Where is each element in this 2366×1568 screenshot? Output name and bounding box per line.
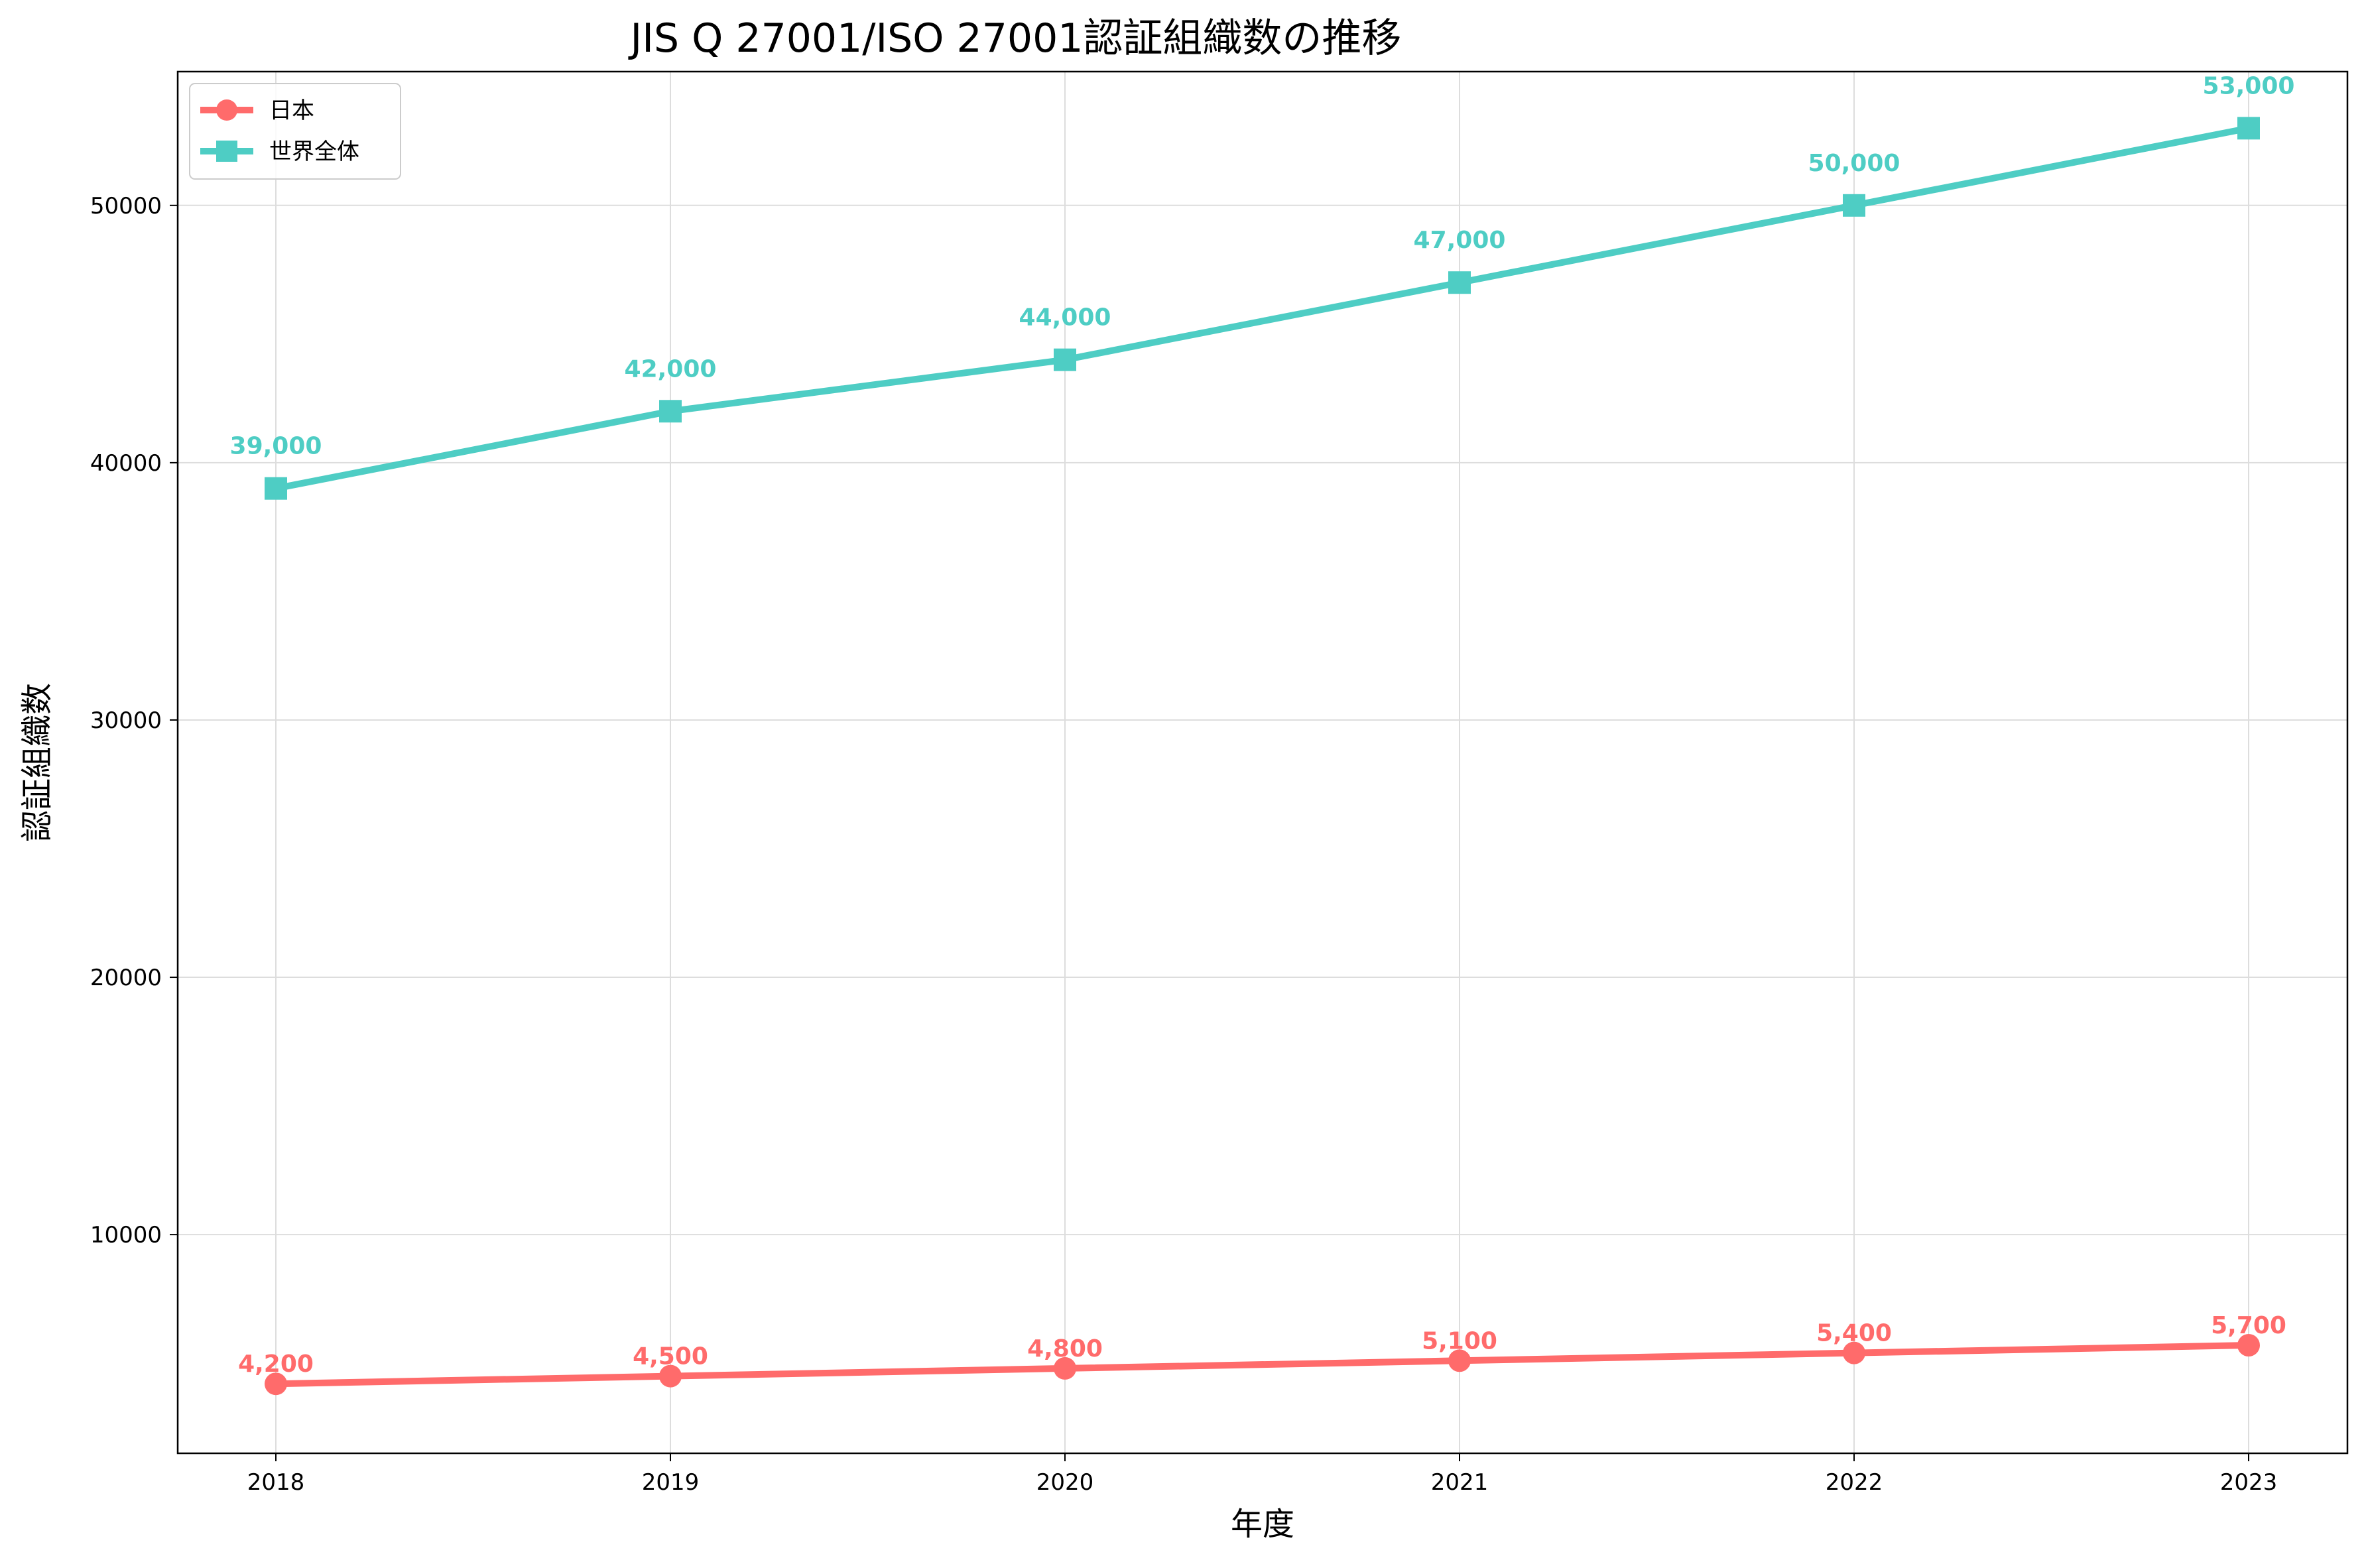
data-label: 44,000 (1019, 304, 1111, 332)
axis-ticks: 2018 2019 2020 2021 2022 2023 10000 20000 30000 4… (90, 193, 2277, 1496)
y-axis-label: 認証組織数 (19, 683, 56, 842)
x-axis-label: 年度 (1231, 1506, 1294, 1543)
data-point (1843, 1341, 1865, 1364)
y-tick-label: 10000 (90, 1222, 162, 1248)
x-tick-label: 2021 (1431, 1469, 1489, 1496)
data-label: 42,000 (625, 355, 717, 383)
data-point (659, 1364, 682, 1388)
data-point (1448, 271, 1471, 294)
legend-marker (216, 141, 237, 162)
series-line-1 (275, 125, 2249, 492)
data-label: 50,000 (1808, 150, 1900, 177)
data-point (659, 400, 682, 423)
legend-label: 世界全体 (269, 139, 359, 165)
grid (178, 72, 2347, 1453)
data-point (265, 1372, 287, 1396)
series-line-0 (275, 1342, 2249, 1388)
legend-label: 日本 (269, 97, 314, 124)
data-label: 4,200 (238, 1351, 314, 1378)
data-label: 4,500 (633, 1343, 708, 1370)
x-tick-label: 2023 (2220, 1469, 2278, 1496)
data-label: 5,700 (2211, 1312, 2286, 1339)
data-point (1843, 194, 1865, 217)
data-label: 47,000 (1414, 227, 1506, 254)
data-point (1054, 348, 1076, 371)
data-point (1448, 1349, 1471, 1372)
y-tick-label: 50000 (90, 193, 162, 219)
data-label: 53,000 (2203, 72, 2295, 99)
chart-title: JIS Q 27001/ISO 27001認証組織数の推移 (628, 15, 1402, 62)
data-point (2237, 117, 2260, 140)
y-tick-label: 20000 (90, 965, 162, 991)
legend-marker (216, 99, 237, 121)
x-tick-label: 2019 (642, 1469, 700, 1496)
plot-frame (176, 70, 2349, 1455)
data-label: 39,000 (230, 433, 322, 460)
y-tick-label: 30000 (90, 707, 162, 734)
data-label: 5,400 (1816, 1320, 1892, 1347)
data-label: 5,100 (1422, 1327, 1497, 1355)
data-label: 4,800 (1027, 1335, 1103, 1362)
x-tick-label: 2018 (247, 1469, 305, 1496)
data-point (1054, 1357, 1076, 1380)
data-point (265, 477, 287, 500)
x-tick-label: 2022 (1826, 1469, 1883, 1496)
y-tick-label: 40000 (90, 450, 162, 477)
data-point (2237, 1334, 2260, 1357)
series-group: 4,200 4,500 4,800 5,100 5,400 5,700 39,000 42,0… (230, 72, 2295, 1396)
x-tick-label: 2020 (1036, 1469, 1094, 1496)
